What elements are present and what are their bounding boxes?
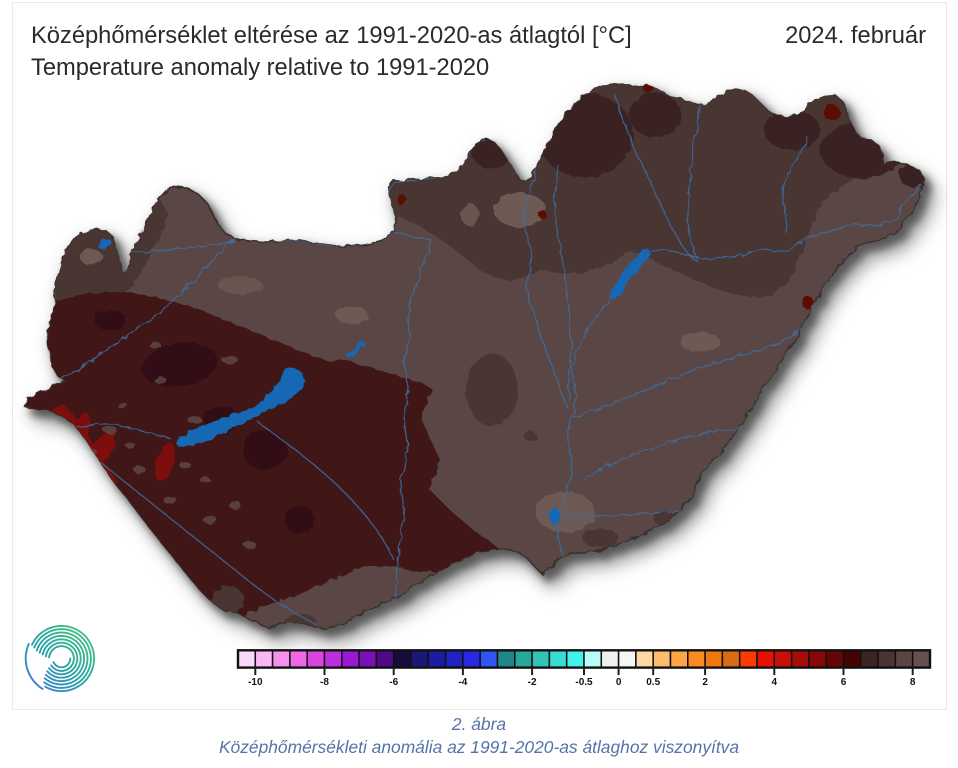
svg-text:-4: -4 [458,677,467,688]
svg-text:2: 2 [702,677,708,688]
svg-text:0: 0 [616,677,622,688]
svg-text:-10: -10 [248,677,263,688]
svg-text:0.5: 0.5 [646,677,660,688]
svg-text:-0.5: -0.5 [575,677,593,688]
svg-text:-6: -6 [389,677,398,688]
svg-text:6: 6 [841,677,847,688]
svg-text:-8: -8 [320,677,329,688]
svg-text:8: 8 [910,677,916,688]
svg-text:4: 4 [772,677,778,688]
svg-text:-2: -2 [528,677,537,688]
